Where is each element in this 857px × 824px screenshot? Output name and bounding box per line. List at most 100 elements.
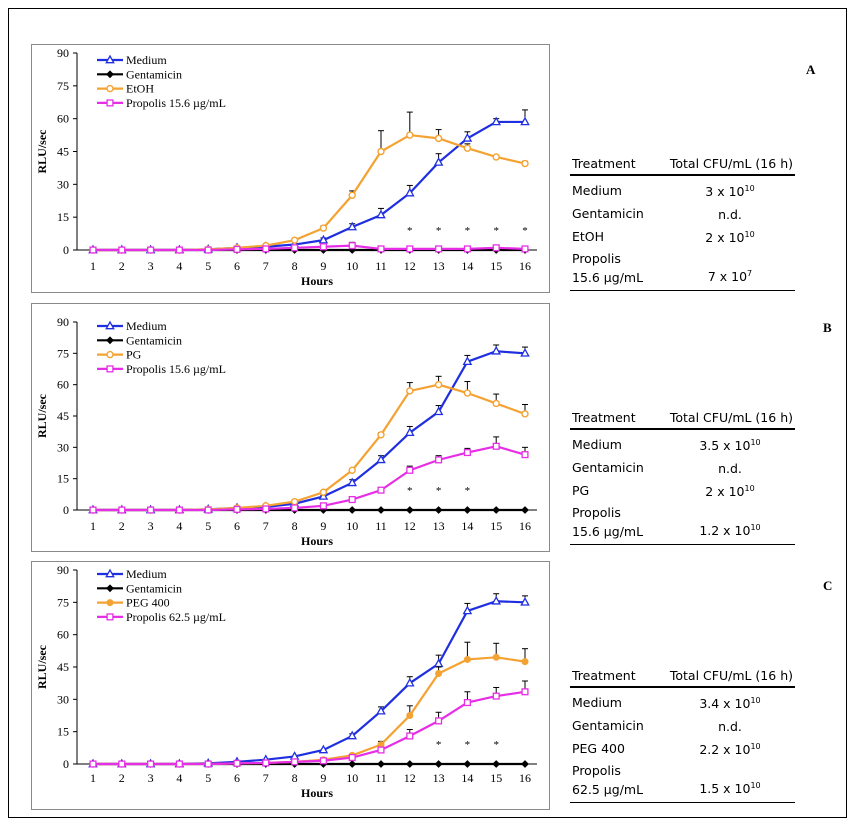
data-point [348, 191, 356, 199]
data-point [175, 760, 183, 768]
significance-asterisk: * [436, 485, 442, 497]
row-name: PG [572, 482, 590, 498]
x-tick-label: 10 [346, 259, 358, 273]
legend-label: PG [126, 348, 142, 362]
data-point [406, 732, 414, 740]
header-treatment: Treatment [572, 156, 636, 171]
x-tick-label: 4 [176, 519, 182, 533]
series-propolis-15-6-g-ml [89, 436, 529, 514]
y-tick-label: 0 [63, 243, 69, 257]
x-tick-label: 5 [205, 519, 211, 533]
row-value: 7 x 107 [707, 268, 753, 285]
legend-label: Gentamicin [126, 333, 182, 347]
row-value: n.d. [718, 461, 742, 477]
x-axis-label: Hours [301, 786, 333, 800]
data-point [406, 131, 414, 139]
significance-asterisk: * [522, 225, 528, 237]
x-tick-label: 14 [461, 259, 473, 273]
x-tick-label: 15 [490, 519, 502, 533]
data-point [347, 730, 358, 740]
data-point [463, 506, 472, 514]
row-name: PEG 400 [572, 740, 625, 756]
legend-label: Medium [126, 53, 167, 67]
data-point [404, 677, 415, 687]
data-point [406, 712, 414, 719]
significance-asterisk: * [436, 739, 442, 751]
y-tick-label: 90 [57, 563, 69, 577]
table-header: Treatment Total CFU/mL (16 h) [570, 668, 795, 688]
table-bottom-rule [570, 544, 795, 546]
data-point [492, 506, 501, 514]
data-point [492, 399, 500, 408]
data-point [233, 505, 241, 513]
data-point [463, 389, 472, 397]
data-point [348, 242, 356, 250]
data-point [318, 744, 329, 754]
legend-marker [106, 336, 114, 345]
data-point [289, 751, 300, 760]
row-value: 2 x 1010 [705, 484, 755, 500]
x-tick-label: 7 [263, 519, 269, 533]
table-row: Gentamicin n.d. [570, 714, 795, 737]
legend-label: Gentamicin [126, 581, 182, 595]
x-tick-label: 12 [404, 259, 416, 273]
data-point [377, 760, 385, 768]
data-point [462, 605, 473, 615]
data-point [405, 760, 414, 768]
data-point [348, 496, 356, 504]
y-tick-label: 60 [57, 628, 69, 642]
data-point [290, 236, 299, 244]
legend-label: Gentamicin [126, 67, 182, 81]
data-point [175, 246, 183, 254]
y-tick-label: 75 [57, 595, 69, 609]
data-point [491, 595, 502, 605]
data-point [348, 753, 356, 762]
x-tick-label: 13 [433, 771, 445, 785]
data-point [377, 245, 385, 253]
data-point [434, 380, 443, 389]
data-point [347, 221, 358, 231]
x-tick-label: 9 [320, 771, 326, 785]
table-row: Propolis 15.6 µg/mL 7 x 107 [570, 248, 795, 288]
row-value: n.d. [718, 719, 742, 735]
data-point [491, 345, 502, 355]
series-line [93, 600, 526, 766]
y-axis-label: RLU/sec [35, 393, 49, 438]
data-point [118, 506, 126, 514]
x-tick-label: 1 [90, 259, 96, 273]
panel-label-a: A [806, 62, 816, 77]
data-point [492, 153, 500, 161]
data-point [319, 243, 327, 251]
y-tick-label: 15 [57, 725, 69, 739]
series-line [93, 656, 526, 766]
data-point [462, 356, 473, 366]
series-line [93, 445, 526, 512]
series-line [93, 690, 526, 766]
data-point [291, 504, 299, 512]
x-tick-label: 15 [490, 771, 502, 785]
x-tick-label: 3 [148, 771, 154, 785]
x-tick-label: 11 [375, 771, 387, 785]
legend-marker [106, 84, 114, 93]
data-point [521, 760, 529, 768]
data-point [318, 234, 329, 244]
x-tick-label: 16 [519, 259, 531, 273]
data-point [262, 759, 270, 767]
x-tick-label: 15 [490, 259, 502, 273]
y-tick-label: 30 [57, 692, 69, 706]
data-point [262, 505, 270, 513]
x-tick-label: 10 [346, 771, 358, 785]
x-tick-label: 14 [461, 519, 473, 533]
data-point [463, 449, 471, 457]
row-value: n.d. [718, 207, 742, 223]
data-point [521, 410, 529, 418]
x-tick-label: 8 [292, 771, 298, 785]
data-point [463, 699, 471, 707]
y-tick-label: 75 [57, 346, 69, 360]
x-axis-label: Hours [301, 274, 333, 288]
x-tick-label: 13 [433, 259, 445, 273]
data-point [492, 442, 500, 450]
data-point [347, 477, 358, 487]
data-point [262, 245, 270, 253]
